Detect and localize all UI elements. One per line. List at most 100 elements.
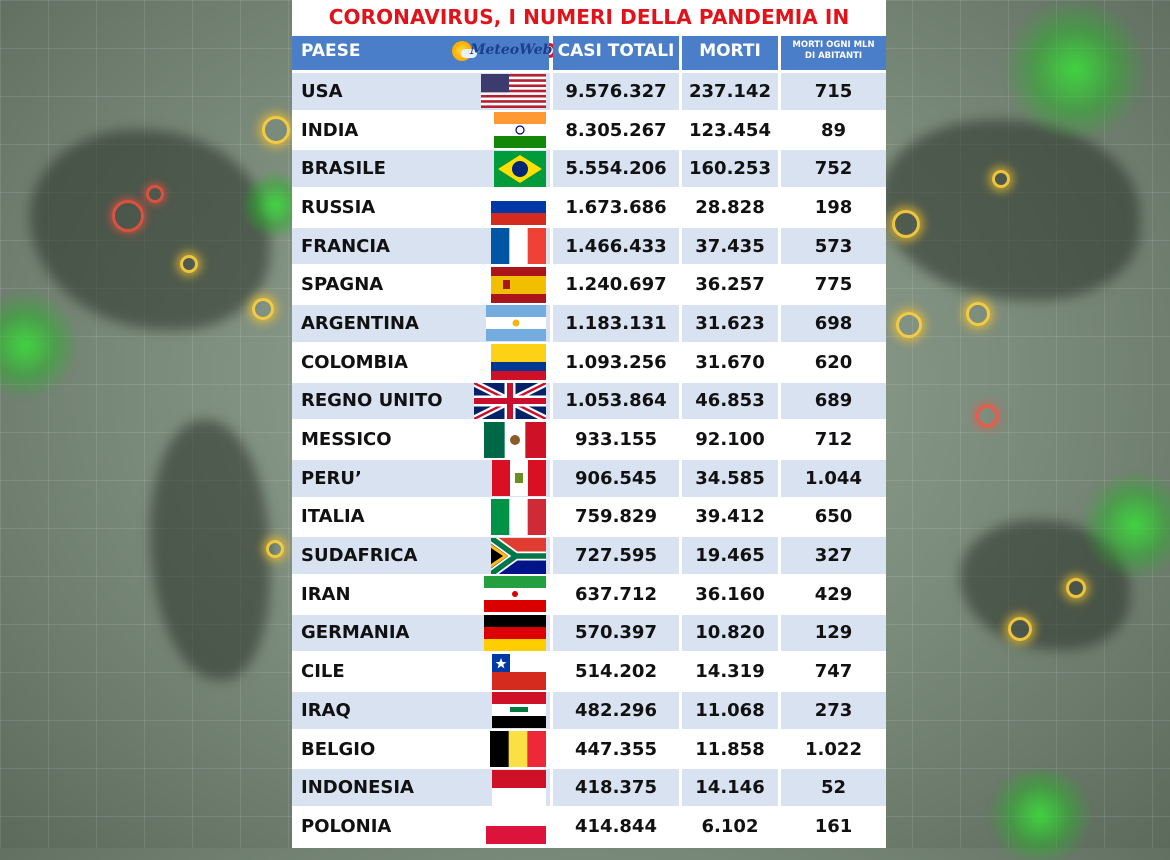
deaths-per-million-cell: 715 — [781, 73, 886, 110]
table-row: RUSSIA 1.673.686 28.828 198 — [292, 188, 886, 227]
hotspot-marker-icon — [966, 302, 990, 326]
map-asia — [880, 120, 1140, 300]
table-row: ARGENTINA 1.183.131 31.623 698 — [292, 304, 886, 343]
deaths-per-million-cell: 273 — [781, 692, 886, 729]
usa-flag-icon — [481, 74, 546, 109]
table-row: GERMANIA 570.397 10.820 129 — [292, 614, 886, 653]
table-row: BRASILE 5.554.206 160.253 752 — [292, 149, 886, 188]
table-row: FRANCIA 1.466.433 37.435 573 — [292, 227, 886, 266]
hotspot-marker-icon — [1008, 617, 1032, 641]
colombia-flag-icon — [491, 344, 546, 381]
deaths-cell: 34.585 — [682, 459, 778, 497]
deaths-cell: 11.068 — [682, 692, 778, 729]
table-row: SPAGNA 1.240.697 36.257 775 — [292, 265, 886, 304]
hotspot-marker-icon — [992, 170, 1010, 188]
deaths-per-million-cell: 775 — [781, 266, 886, 304]
total-cases-cell: 1.183.131 — [553, 305, 679, 342]
deaths-per-million-cell: 1.022 — [781, 730, 886, 768]
country-cell: SPAGNA — [292, 266, 550, 304]
country-cell: INDIA — [292, 111, 550, 149]
country-name: GERMANIA — [301, 622, 410, 644]
hotspot-marker-icon — [976, 405, 998, 427]
deaths-per-million-cell: 161 — [781, 808, 886, 845]
country-name: FRANCIA — [301, 235, 390, 257]
deaths-cell: 31.670 — [682, 343, 778, 381]
total-cases-cell: 637.712 — [553, 575, 679, 613]
hotspot-marker-icon — [1066, 578, 1086, 598]
column-header-deaths-per-million-line1: MORTI OGNI MLN — [792, 40, 875, 50]
poland-flag-icon — [486, 808, 546, 845]
column-header-deaths: MORTI — [682, 36, 778, 70]
deaths-cell: 36.257 — [682, 266, 778, 304]
iran-flag-icon — [484, 576, 546, 613]
table-row: INDIA 8.305.267 123.454 89 — [292, 111, 886, 150]
country-name: SPAGNA — [301, 274, 384, 296]
virus-particle-icon — [980, 770, 1100, 860]
country-name: IRAN — [301, 583, 351, 605]
deaths-per-million-cell: 620 — [781, 343, 886, 381]
deaths-per-million-cell: 198 — [781, 189, 886, 226]
table-row: USA 9.576.327 237.142 715 — [292, 72, 886, 111]
table-row: COLOMBIA 1.093.256 31.670 620 — [292, 343, 886, 382]
deaths-per-million-cell: 573 — [781, 227, 886, 265]
map-north-america — [30, 130, 270, 330]
total-cases-cell: 1.093.256 — [553, 343, 679, 381]
deaths-cell: 123.454 — [682, 111, 778, 149]
belgium-flag-icon — [490, 731, 546, 768]
france-flag-icon — [491, 228, 546, 265]
cloud-icon — [461, 49, 477, 58]
logo-text: MeteoWeb — [470, 42, 553, 58]
hotspot-marker-icon — [896, 312, 922, 338]
brazil-flag-icon — [494, 150, 546, 187]
country-name: USA — [301, 80, 343, 102]
country-name: POLONIA — [301, 815, 392, 837]
table-row: PERU’ 906.545 34.585 1.044 — [292, 459, 886, 498]
table-row: SUDAFRICA 727.595 19.465 327 — [292, 536, 886, 575]
germany-flag-icon — [484, 614, 546, 651]
deaths-cell: 19.465 — [682, 537, 778, 574]
deaths-per-million-cell: 89 — [781, 111, 886, 149]
country-name: ARGENTINA — [301, 312, 419, 334]
country-cell: IRAQ — [292, 692, 550, 729]
total-cases-cell: 418.375 — [553, 769, 679, 807]
deaths-cell: 37.435 — [682, 227, 778, 265]
deaths-cell: 46.853 — [682, 382, 778, 420]
total-cases-cell: 9.576.327 — [553, 73, 679, 110]
total-cases-cell: 570.397 — [553, 614, 679, 652]
table-row: INDONESIA 418.375 14.146 52 — [292, 768, 886, 807]
total-cases-cell: 514.202 — [553, 653, 679, 690]
hotspot-marker-icon — [892, 210, 920, 238]
iraq-flag-icon — [492, 692, 546, 729]
country-cell: POLONIA — [292, 808, 550, 845]
chile-flag-icon — [492, 653, 546, 690]
country-cell: ARGENTINA — [292, 305, 550, 342]
country-name: INDONESIA — [301, 777, 414, 799]
south-africa-flag-icon — [491, 537, 546, 574]
indonesia-flag-icon — [492, 769, 546, 806]
total-cases-cell: 8.305.267 — [553, 111, 679, 149]
india-flag-icon — [494, 112, 546, 149]
country-name: RUSSIA — [301, 196, 376, 218]
country-name: CILE — [301, 661, 345, 683]
country-cell: REGNO UNITO — [292, 382, 550, 420]
deaths-per-million-cell: 712 — [781, 421, 886, 458]
hotspot-marker-icon — [180, 255, 198, 273]
table-row: IRAQ 482.296 11.068 273 — [292, 691, 886, 730]
country-cell: COLOMBIA — [292, 343, 550, 381]
deaths-cell: 28.828 — [682, 189, 778, 226]
hotspot-marker-icon — [112, 200, 144, 232]
hotspot-marker-icon — [266, 540, 284, 558]
total-cases-cell: 933.155 — [553, 421, 679, 458]
meteoweb-logo: MeteoWeb — [452, 40, 552, 64]
deaths-per-million-cell: 129 — [781, 614, 886, 652]
country-cell: CILE — [292, 653, 550, 690]
uk-flag-icon — [474, 382, 546, 419]
deaths-cell: 14.319 — [682, 653, 778, 690]
country-cell: ITALIA — [292, 498, 550, 536]
country-cell: INDONESIA — [292, 769, 550, 807]
deaths-per-million-cell: 429 — [781, 575, 886, 613]
column-header-deaths-per-million: MORTI OGNI MLN DI ABITANTI — [781, 36, 886, 70]
deaths-per-million-cell: 747 — [781, 653, 886, 690]
column-header-country-label: PAESE — [301, 41, 361, 61]
deaths-cell: 36.160 — [682, 575, 778, 613]
